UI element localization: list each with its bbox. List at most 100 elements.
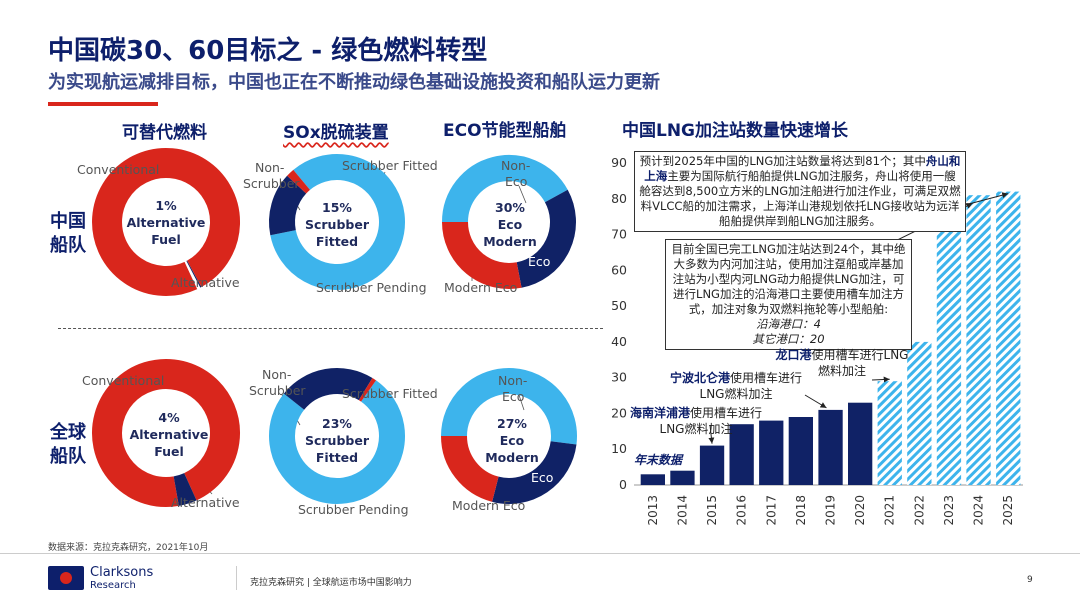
center-pct: 1% [155, 198, 177, 213]
label-modern-eco-global: Modern Eco [452, 498, 526, 513]
x-tick-label: 2023 [942, 495, 956, 526]
donut-slice-eco [442, 221, 522, 289]
center-line3: Fuel [154, 444, 184, 459]
y-tick-label: 30 [611, 370, 627, 385]
donut-slice-non-scrubber [269, 380, 405, 504]
donut-slice-alternative [173, 472, 197, 506]
footer-center: 克拉克森研究 | 全球航运市场中国影响力 [250, 578, 412, 588]
bar-2022 [907, 341, 932, 485]
note-text: 目前全国已完工LNG加注站达到24个，其中绝大多数为内河加注站，使用加注趸船或岸… [671, 242, 906, 316]
x-tick-label: 2015 [705, 495, 719, 526]
center-pct: 27% [497, 416, 527, 431]
x-tick-label: 2021 [883, 495, 897, 526]
label-eco-china: Eco [528, 254, 551, 269]
note-text: 主要为国际航行船舶提供LNG加注服务，舟山将使用一艘舱容达到8,500立方米的L… [639, 169, 961, 228]
ann-bold: 龙口港 [775, 348, 812, 362]
bar-2023 [936, 227, 962, 485]
donut-slice-non-eco [441, 368, 577, 445]
logo-dot [60, 572, 72, 584]
bar-2021 [877, 381, 902, 485]
center-global-sox: 23% Scrubber Fitted [297, 415, 377, 466]
x-tick-label: 2024 [972, 495, 986, 526]
center-line3: Fitted [315, 234, 359, 249]
bar-2017 [759, 420, 784, 485]
center-china-sox: 15% Scrubber Fitted [297, 199, 377, 250]
y-tick-label: 80 [611, 191, 627, 206]
label-non-eco-global-2: Eco [502, 389, 525, 404]
ann-text: 使用槽车进行LNG燃料加注 [811, 348, 909, 378]
x-tick-label: 2019 [824, 495, 838, 526]
bar-2020 [848, 402, 873, 485]
label-non-eco-global-1: Non- [498, 373, 528, 388]
donut-slice-eco [441, 435, 500, 502]
bar-2015 [699, 445, 725, 485]
label-eco-global: Eco [531, 470, 554, 485]
ann-text: 使用槽车进行LNG燃料加注 [659, 406, 763, 436]
note-bold: 舟山和 [925, 154, 961, 168]
label-scrubber-pending-china: Scrubber Pending [316, 280, 427, 295]
x-tick-label: 2025 [1001, 495, 1015, 526]
row-label-china-l2: 船队 [50, 235, 86, 256]
bar-2019 [818, 409, 843, 485]
annotation-arrow [804, 394, 827, 409]
y-tick-label: 40 [611, 334, 627, 349]
note-bold: 上海 [644, 169, 668, 183]
donut-charts [92, 148, 577, 507]
note-box-current: 目前全国已完工LNG加注站达到24个，其中绝大多数为内河加注站，使用加注趸船或岸… [665, 239, 912, 350]
center-global-eco: 27% Eco Modern [472, 415, 552, 466]
footer-separator [236, 566, 237, 590]
x-tick-label: 2013 [646, 495, 660, 526]
label-non-eco-china-1: Non- [501, 158, 531, 173]
label-alternative-global: Alternative [171, 495, 240, 510]
row-label-global-l2: 船队 [50, 446, 86, 467]
title-accent-bar [48, 102, 158, 106]
center-china-eco: 30% Eco Modern [470, 199, 550, 250]
bar-2025 [996, 191, 1021, 485]
ann-text: 使用槽车进行LNG燃料加注 [699, 371, 803, 401]
col-header-sox: SOx脱硫装置 [283, 123, 389, 143]
x-tick-label: 2020 [853, 495, 867, 526]
center-line2: Scrubber [304, 433, 369, 448]
x-tick-label: 2018 [794, 495, 808, 526]
note-italic: 沿海港口：4 [756, 317, 821, 331]
bar-2024 [966, 195, 991, 485]
label-modern-eco-china: Modern Eco [444, 280, 518, 295]
label-scrubber-global: Scrubber [249, 383, 306, 398]
bar-2016 [729, 424, 754, 485]
note-italic: 其它港口：20 [752, 332, 825, 346]
col-header-alt-fuel: 可替代燃料 [122, 123, 207, 143]
y-tick-label: 20 [611, 405, 627, 420]
ann-hainan: 海南洋浦港使用槽车进行LNG燃料加注 [625, 405, 767, 437]
ann-bold: 宁波北仑港 [669, 371, 730, 385]
label-alternative-china: Alternative [171, 275, 240, 290]
center-line3: Modern [485, 450, 539, 465]
donut-slice-modern-eco [516, 189, 576, 288]
label-non-china: Non- [255, 160, 285, 175]
col-header-lng: 中国LNG加注站数量快速增长 [622, 121, 849, 141]
center-line2: Eco [497, 217, 523, 232]
label-scrubber-pending-global: Scrubber Pending [298, 502, 409, 517]
center-line3: Modern [483, 234, 537, 249]
center-line2: Eco [499, 433, 525, 448]
lng-bar-chart: 0 10 20 30 40 50 60 70 80 90 2013 2014 2015 2016 2017 2… [611, 155, 1023, 526]
x-tick-label: 2014 [675, 495, 689, 526]
y-tick-label: 90 [611, 155, 627, 170]
annotation-arrow [871, 376, 890, 383]
center-line3: Fuel [151, 232, 181, 247]
center-pct: 23% [322, 416, 352, 431]
donut-slice-outline [184, 260, 202, 290]
x-tick-label: 2016 [735, 495, 749, 526]
center-pct: 15% [322, 200, 352, 215]
center-line2: Scrubber [304, 217, 369, 232]
donut-slice-conventional [92, 148, 241, 296]
label-scrubber-fitted-global: Scrubber Fitted [342, 386, 438, 401]
y-tick-label: 70 [611, 227, 627, 242]
ann-bold: 海南洋浦港 [629, 406, 690, 420]
x-tick-label: 2017 [764, 495, 778, 526]
y-tick-label: 60 [611, 262, 627, 277]
center-china-alt: 1% Alternative Fuel [118, 197, 214, 248]
x-tick-label: 2022 [912, 495, 926, 526]
row-label-global: 全球 船队 [50, 421, 86, 469]
donut-slice-scrubber-fitted [269, 175, 307, 236]
col-header-eco: ECO节能型船舶 [443, 121, 567, 141]
